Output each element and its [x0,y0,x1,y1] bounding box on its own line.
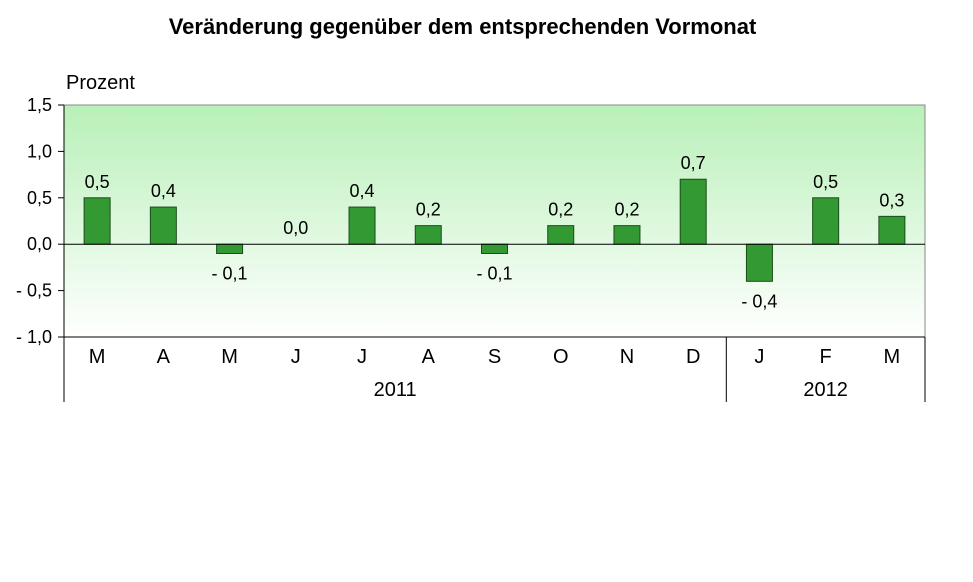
x-tick-label: M [89,346,106,368]
x-tick-label: O [553,346,569,368]
data-label: 0,2 [416,200,441,220]
bar [348,206,376,245]
data-label: 0,4 [350,181,375,201]
x-tick-label: N [620,346,634,368]
y-tick-label: 0,5 [27,188,52,208]
x-tick-label: S [488,346,501,368]
bar [547,225,575,245]
data-label: - 0,1 [212,263,248,283]
chart-title: Veränderung gegenüber dem entsprechenden… [168,14,757,39]
data-label: 0,4 [151,181,176,201]
bar [878,215,906,245]
bar [812,197,840,245]
plot-background [64,105,925,337]
bar [83,197,111,245]
x-tick-label: M [884,346,901,368]
x-tick-label: A [157,346,171,368]
bar [216,243,244,254]
bar [679,178,707,245]
x-group-label: 2012 [803,379,848,401]
y-tick-label: 1,0 [27,141,52,161]
data-label: 0,5 [813,172,838,192]
bar [745,243,773,282]
bar [149,206,177,245]
data-label: 0,2 [548,200,573,220]
data-label: 0,5 [85,172,110,192]
y-tick-label: 1,5 [27,95,52,115]
x-tick-label: J [357,346,367,368]
x-tick-label: D [686,346,700,368]
bar [481,243,508,254]
y-tick-label: - 1,0 [16,327,52,347]
data-label: 0,2 [614,200,639,220]
x-tick-label: A [422,346,436,368]
x-tick-label: M [221,346,238,368]
x-tick-label: J [754,346,764,368]
x-tick-label: F [820,346,832,368]
data-label: - 0,1 [476,263,512,283]
bar [414,225,442,245]
bar [613,225,641,245]
data-label: 0,7 [681,153,706,173]
data-label: 0,3 [879,190,904,210]
x-group-label: 2011 [374,379,417,401]
y-tick-label: - 0,5 [16,281,52,301]
y-axis-unit-label: Prozent [66,72,135,94]
data-label: 0,0 [283,218,308,238]
y-tick-label: 0,0 [27,234,52,254]
x-tick-label: J [291,346,301,368]
data-label: - 0,4 [741,291,777,311]
